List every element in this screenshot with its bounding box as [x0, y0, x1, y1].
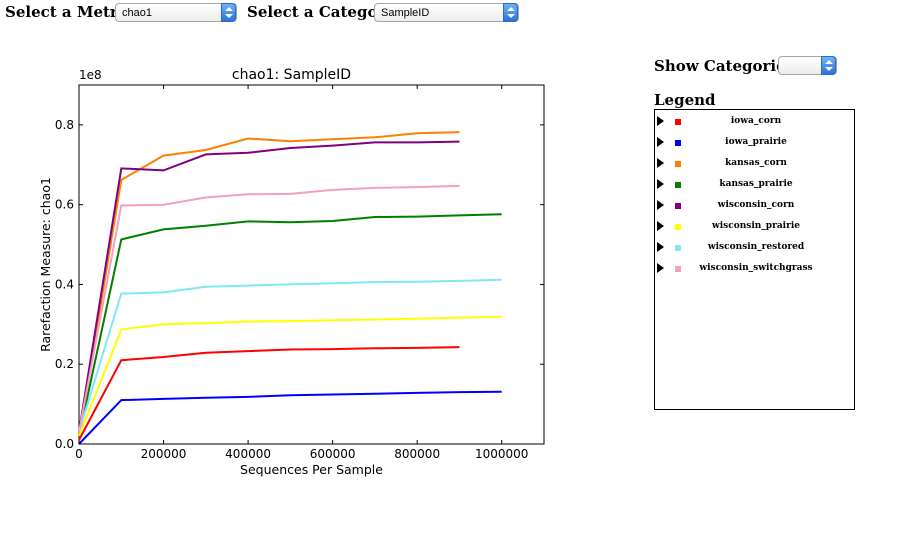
legend-box: iowa_corn iowa_prairie kansas_corn kansas_p… — [654, 109, 855, 410]
metric-select[interactable]: chao1 — [115, 3, 237, 22]
rarefaction-chart: 0 200000 400000 600000 800000 1000000 0.0 0.2 0.… — [38, 67, 545, 477]
legend-swatch — [675, 140, 681, 146]
show-categories-select[interactable] — [778, 56, 837, 75]
select-stepper-icon[interactable] — [221, 3, 236, 22]
legend-label: iowa_corn — [730, 116, 782, 126]
legend-swatch — [675, 182, 681, 188]
legend-swatch — [675, 224, 681, 230]
category-select[interactable]: SampleID — [374, 3, 519, 22]
legend-swatch — [675, 266, 681, 272]
x-axis-label: Sequences Per Sample — [240, 462, 383, 477]
legend-swatch — [675, 245, 681, 251]
y-tick-label: 0.6 — [55, 198, 74, 212]
legend-label: kansas_prairie — [719, 179, 793, 189]
legend-item-kansas_prairie[interactable]: kansas_prairie — [655, 177, 854, 193]
legend-label: kansas_corn — [725, 158, 787, 168]
expand-arrow-icon[interactable] — [657, 158, 664, 168]
x-tick-label: 400000 — [225, 447, 271, 461]
series-line-wisconsin_prairie — [78, 315, 502, 437]
expand-arrow-icon[interactable] — [657, 221, 664, 231]
expand-arrow-icon[interactable] — [657, 263, 664, 273]
series-line-wisconsin_corn — [78, 140, 460, 433]
legend-item-iowa_corn[interactable]: iowa_corn — [655, 114, 854, 130]
legend-label: wisconsin_prairie — [712, 221, 800, 231]
y-tick-label: 0.4 — [55, 277, 74, 291]
expand-arrow-icon[interactable] — [657, 242, 664, 252]
metric-select-label: Select a Metric: — [5, 3, 139, 21]
category-select-label: Select a Category: — [247, 3, 400, 21]
x-tick-label: 1000000 — [475, 447, 528, 461]
x-tick-label: 800000 — [394, 447, 440, 461]
series-line-iowa_prairie — [78, 390, 502, 445]
select-stepper-icon[interactable] — [503, 3, 518, 22]
y-tick-label: 0.2 — [55, 357, 74, 371]
y-tick-label: 0.0 — [55, 437, 74, 451]
x-tick-label: 600000 — [310, 447, 356, 461]
legend-item-iowa_prairie[interactable]: iowa_prairie — [655, 135, 854, 151]
x-tick-label: 200000 — [141, 447, 187, 461]
series-line-iowa_corn — [78, 346, 460, 441]
legend-item-kansas_corn[interactable]: kansas_corn — [655, 156, 854, 172]
category-select-value: SampleID — [381, 7, 430, 19]
expand-arrow-icon[interactable] — [657, 137, 664, 147]
series-line-wisconsin_switchgrass — [78, 184, 460, 433]
expand-arrow-icon[interactable] — [657, 179, 664, 189]
legend-swatch — [675, 203, 681, 209]
show-categories-label: Show Categories: — [654, 57, 800, 75]
series-line-wisconsin_restored — [78, 278, 502, 433]
series-line-kansas_prairie — [78, 213, 502, 437]
legend-label: wisconsin_restored — [707, 242, 805, 252]
x-tick-label: 0 — [75, 447, 83, 461]
legend-item-wisconsin_prairie[interactable]: wisconsin_prairie — [655, 219, 854, 235]
legend-item-wisconsin_corn[interactable]: wisconsin_corn — [655, 198, 854, 214]
expand-arrow-icon[interactable] — [657, 116, 664, 126]
legend-label: iowa_prairie — [725, 137, 787, 147]
legend-swatch — [675, 119, 681, 125]
select-stepper-icon[interactable] — [821, 56, 836, 75]
chart-title: chao1: SampleID — [232, 67, 351, 83]
metric-select-value: chao1 — [122, 7, 152, 19]
legend-label: wisconsin_corn — [717, 200, 795, 210]
legend-title: Legend — [654, 91, 716, 109]
expand-arrow-icon[interactable] — [657, 200, 664, 210]
legend-swatch — [675, 161, 681, 167]
y-axis-label: Rarefaction Measure: chao1 — [38, 177, 53, 352]
legend-item-wisconsin_switchgrass[interactable]: wisconsin_switchgrass — [655, 261, 854, 277]
y-multiplier-label: 1e8 — [79, 68, 102, 82]
legend-label: wisconsin_switchgrass — [699, 263, 813, 273]
plot-frame — [78, 84, 545, 445]
legend-item-wisconsin_restored[interactable]: wisconsin_restored — [655, 240, 854, 256]
series-line-kansas_corn — [78, 131, 460, 437]
y-tick-label: 0.8 — [55, 118, 74, 132]
